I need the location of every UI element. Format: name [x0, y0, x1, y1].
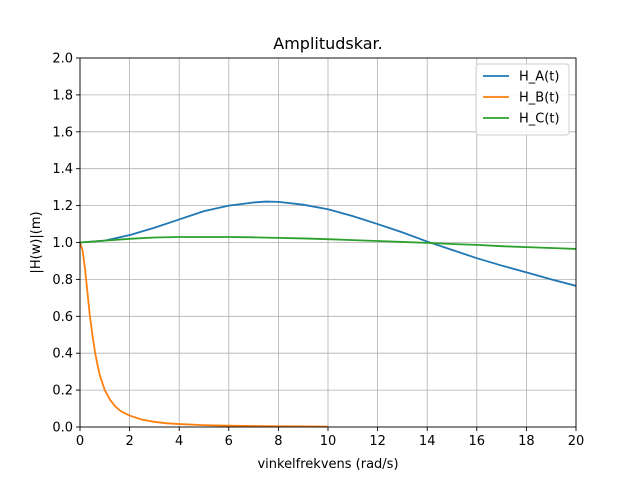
series-line-h-b-t: [80, 242, 329, 427]
x-tick-label: 20: [568, 434, 585, 449]
y-tick-label: 1.2: [52, 199, 73, 214]
y-tick-label: 0.6: [52, 310, 73, 325]
series-line-h-c-t: [80, 236, 576, 250]
y-tick-label: 0.8: [52, 273, 73, 288]
x-tick-label: 12: [369, 434, 386, 449]
legend-label-h-c-t: H_C(t): [519, 112, 560, 127]
x-tick-label: 16: [469, 434, 486, 449]
y-tick-label: 0.4: [52, 347, 73, 362]
y-tick-label: 1.0: [52, 236, 73, 251]
x-axis-label: vinkelfrekvens (rad/s): [257, 457, 398, 472]
legend: H_A(t) H_B(t) H_C(t): [475, 63, 570, 136]
x-tick-label: 2: [125, 434, 133, 449]
x-tick-label: 0: [76, 434, 84, 449]
x-tick-label: 8: [274, 434, 282, 449]
x-tick-label: 10: [320, 434, 337, 449]
y-axis-label: |H(w)|(m): [29, 211, 44, 273]
legend-label-h-b-t: H_B(t): [519, 91, 559, 106]
y-tick-label: 2.0: [52, 52, 73, 67]
legend-label-h-a-t: H_A(t): [519, 70, 559, 85]
x-tick-label: 6: [225, 434, 233, 449]
y-tick-label: 1.4: [52, 162, 73, 177]
x-tick-label: 14: [419, 434, 436, 449]
y-tick-label: 0.2: [52, 384, 73, 399]
series-line-h-a-t: [80, 200, 576, 287]
y-tick-label: 1.8: [52, 88, 73, 103]
chart-title: Amplitudskar.: [273, 34, 382, 53]
x-tick-label: 4: [175, 434, 183, 449]
y-tick-label: 1.6: [52, 125, 73, 140]
y-tick-label: 0.0: [52, 421, 73, 436]
x-tick-label: 18: [518, 434, 535, 449]
